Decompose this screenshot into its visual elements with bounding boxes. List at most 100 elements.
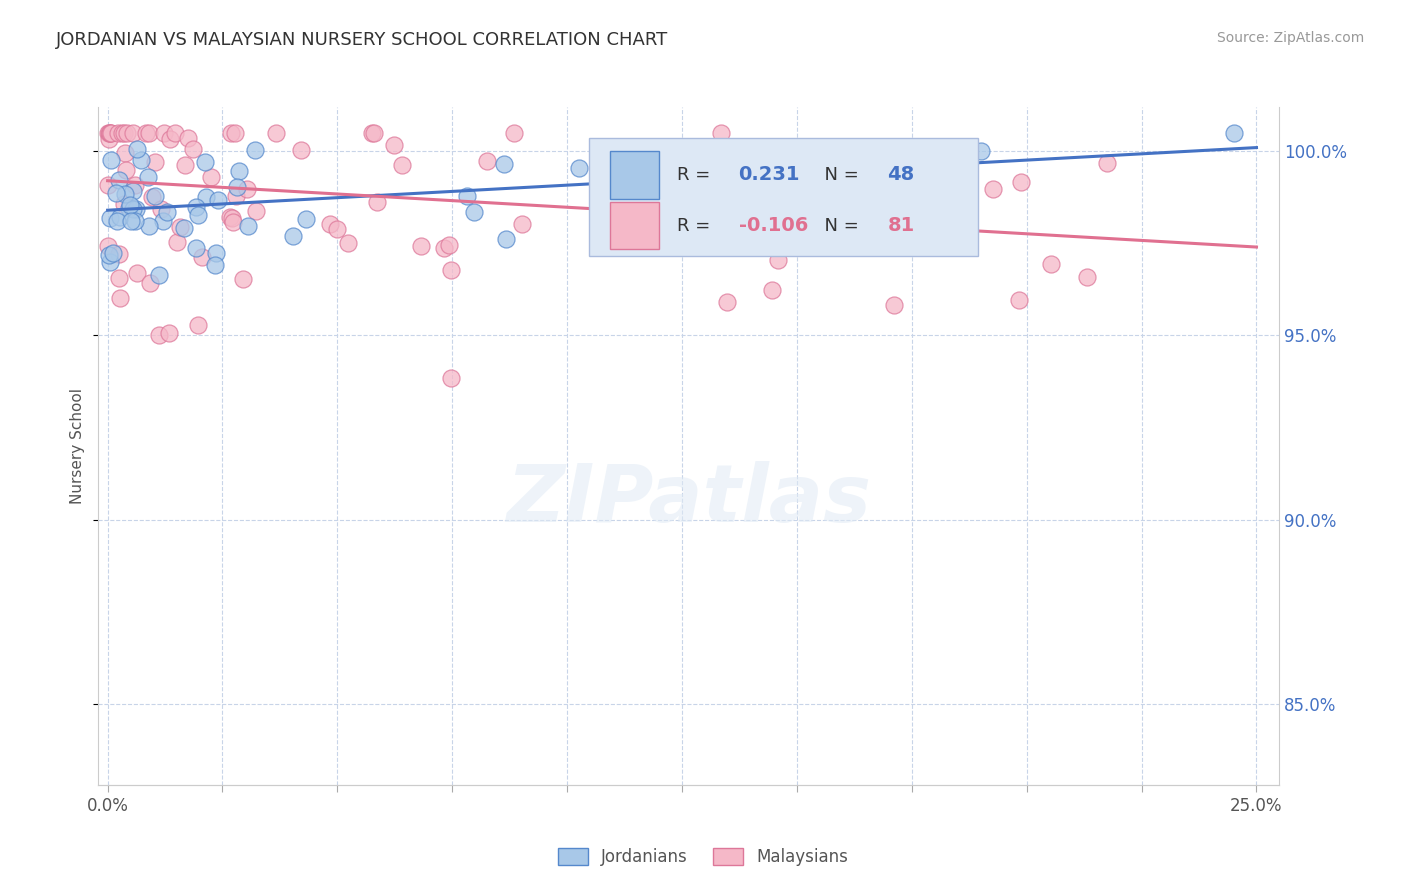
Point: [138, 219, 160, 234]
Point: [159, 132, 181, 146]
Point: [115, 126, 138, 140]
Point: [149, 202, 172, 217]
Point: [766, 252, 789, 267]
Point: [97, 132, 120, 146]
Text: N =: N =: [813, 166, 865, 184]
Point: [125, 266, 148, 280]
Point: [612, 238, 634, 252]
Legend: Jordanians, Malaysians: Jordanians, Malaysians: [550, 840, 856, 875]
Point: [169, 219, 191, 234]
Point: [101, 245, 124, 260]
FancyBboxPatch shape: [610, 202, 659, 250]
Point: [808, 218, 831, 232]
Point: [97, 126, 120, 140]
Point: [409, 239, 432, 253]
Point: [98, 211, 121, 225]
Point: [710, 126, 733, 140]
Point: [716, 295, 738, 310]
Point: [120, 214, 142, 228]
Point: [97, 178, 120, 192]
Point: [492, 157, 515, 171]
Point: [228, 164, 250, 178]
Point: [97, 248, 120, 262]
Point: [361, 126, 384, 140]
Point: [325, 222, 347, 236]
Point: [108, 172, 131, 186]
Point: [111, 126, 134, 140]
Point: [138, 126, 160, 140]
Point: [366, 194, 388, 209]
Point: [98, 254, 121, 268]
Point: [983, 182, 1005, 196]
Point: [761, 284, 783, 298]
Point: [173, 221, 195, 235]
Point: [118, 201, 141, 215]
Point: [503, 126, 526, 140]
Point: [1095, 156, 1118, 170]
Point: [139, 277, 162, 291]
Point: [112, 126, 135, 140]
Point: [105, 214, 128, 228]
Point: [125, 202, 148, 216]
Point: [157, 326, 180, 340]
Point: [124, 178, 146, 192]
Point: [100, 126, 122, 140]
Point: [224, 126, 246, 140]
Point: [264, 126, 287, 140]
Point: [970, 145, 993, 159]
Point: [112, 197, 135, 211]
Point: [135, 126, 157, 140]
Text: -0.106: -0.106: [738, 216, 808, 235]
Text: JORDANIAN VS MALAYSIAN NURSERY SCHOOL CORRELATION CHART: JORDANIAN VS MALAYSIAN NURSERY SCHOOL CO…: [56, 31, 668, 49]
Point: [433, 241, 456, 255]
Point: [382, 138, 405, 153]
Point: [643, 146, 665, 161]
Point: [219, 126, 242, 140]
Point: [295, 211, 318, 226]
Point: [114, 187, 136, 202]
Point: [792, 163, 814, 178]
Point: [475, 153, 498, 168]
Point: [152, 214, 174, 228]
Point: [195, 190, 218, 204]
Point: [107, 126, 129, 140]
Point: [883, 298, 905, 312]
Point: [191, 250, 214, 264]
Text: R =: R =: [678, 166, 716, 184]
Point: [245, 203, 267, 218]
FancyBboxPatch shape: [589, 137, 979, 256]
FancyBboxPatch shape: [610, 151, 659, 199]
Point: [319, 217, 342, 231]
Point: [114, 145, 136, 160]
Point: [177, 131, 200, 145]
Point: [124, 213, 146, 227]
Point: [391, 158, 413, 172]
Point: [1076, 269, 1098, 284]
Point: [337, 236, 360, 251]
Point: [97, 239, 120, 253]
Point: [136, 169, 159, 184]
Point: [207, 193, 229, 207]
Text: N =: N =: [813, 217, 865, 235]
Text: ZIPatlas: ZIPatlas: [506, 461, 872, 540]
Point: [236, 182, 259, 196]
Point: [108, 247, 131, 261]
Point: [98, 126, 121, 140]
Point: [184, 200, 207, 214]
Text: 0.231: 0.231: [738, 165, 800, 185]
Point: [1008, 293, 1031, 307]
Point: [98, 126, 121, 140]
Point: [141, 189, 163, 203]
Point: [440, 263, 463, 277]
Point: [187, 208, 209, 222]
Y-axis label: Nursery School: Nursery School: [70, 388, 86, 504]
Point: [232, 272, 254, 286]
Point: [225, 188, 247, 202]
Point: [118, 198, 141, 212]
Point: [143, 154, 166, 169]
Point: [456, 189, 478, 203]
Point: [115, 163, 138, 178]
Point: [121, 126, 143, 140]
Point: [290, 143, 312, 157]
Point: [105, 186, 128, 201]
